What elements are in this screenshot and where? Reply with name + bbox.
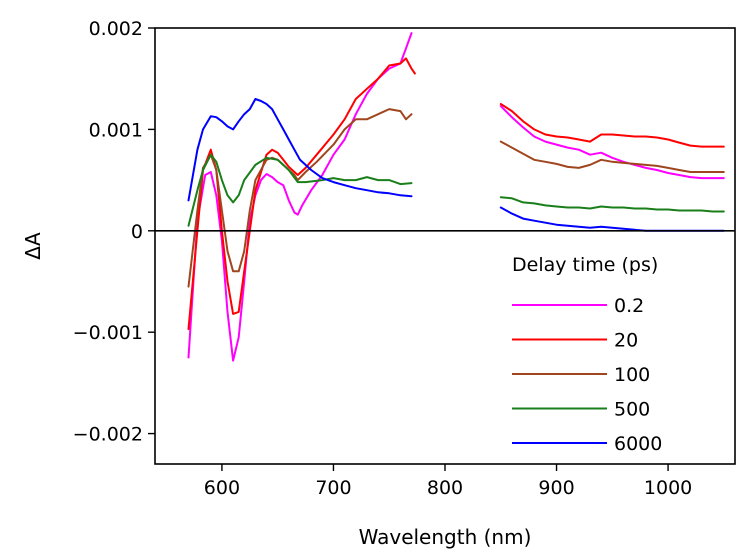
series-line-500-segment-1 xyxy=(187,153,413,227)
legend: Delay time (ps) 0.2 20 100 500 6000 xyxy=(512,254,662,455)
x-tick-label: 800 xyxy=(427,477,463,499)
legend-entry-label: 6000 xyxy=(614,433,662,455)
legend-title: Delay time (ps) xyxy=(512,254,658,276)
x-tick-label: 700 xyxy=(315,477,351,499)
series-line-0-2-segment-1 xyxy=(187,32,413,362)
series-line-20-segment-2 xyxy=(499,103,725,148)
y-tick-label: −0.001 xyxy=(73,322,143,344)
y-tick-label: −0.002 xyxy=(73,424,143,446)
series-line-0-2-segment-2 xyxy=(499,105,725,180)
legend-entry-label: 100 xyxy=(614,364,650,386)
series-line-6000-segment-1 xyxy=(187,98,413,202)
x-tick-label: 1000 xyxy=(644,477,692,499)
y-axis-label: ΔA xyxy=(21,232,45,260)
legend-entry-label: 0.2 xyxy=(614,295,644,317)
series-line-20-segment-1 xyxy=(187,57,416,331)
legend-entry-label: 500 xyxy=(614,399,650,421)
legend-entry-label: 20 xyxy=(614,330,638,352)
x-axis-label: Wavelength (nm) xyxy=(359,525,532,549)
series-line-100-segment-1 xyxy=(187,108,413,288)
x-tick-label: 600 xyxy=(204,477,240,499)
series-line-100-segment-2 xyxy=(499,140,725,173)
series-line-500-segment-2 xyxy=(499,196,725,213)
y-tick-label: 0.001 xyxy=(89,119,143,141)
x-axis-ticks: 600 700 800 900 1000 xyxy=(204,464,692,499)
x-tick-label: 900 xyxy=(538,477,574,499)
y-tick-label: 0.002 xyxy=(89,18,143,40)
y-axis-ticks: 0.002 0.001 0 −0.001 −0.002 xyxy=(73,18,155,446)
y-tick-label: 0 xyxy=(131,221,143,243)
